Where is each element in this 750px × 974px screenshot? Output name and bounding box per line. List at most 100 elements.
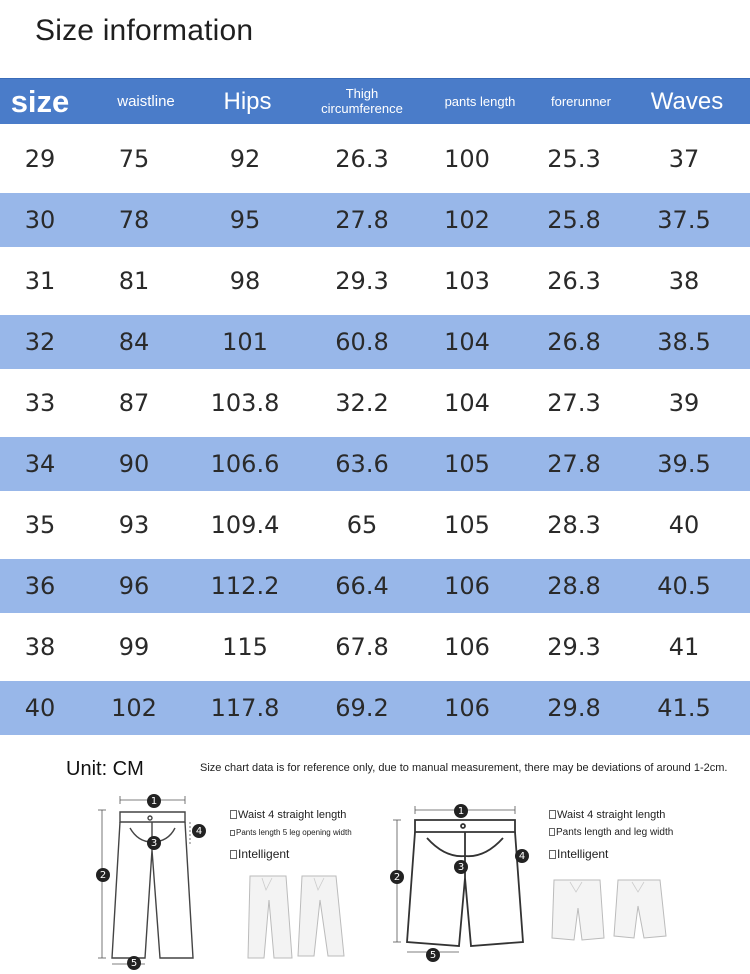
marker-4-icon: 4 — [192, 824, 206, 838]
waves-cell: 38.5 — [657, 328, 711, 356]
left-legend-waist: Waist 4 straight length — [230, 809, 346, 821]
thigh-cell: 63.6 — [335, 450, 389, 478]
waves-cell: 37.5 — [657, 206, 711, 234]
size-cell: 32 — [24, 328, 56, 356]
forerunner-cell: 29.8 — [547, 694, 601, 722]
table-row: 32 84 101 60.8 104 26.8 38.5 — [0, 315, 750, 369]
shorts-measurement-diagram: 1 2 3 4 5 — [385, 800, 535, 966]
checkbox-icon — [549, 828, 555, 836]
pants-length-cell: 105 — [444, 450, 490, 478]
right-legend-length: Pants length and leg width — [549, 827, 673, 838]
header-pants-length: pants length — [444, 93, 516, 109]
header-waistline: waistline — [117, 93, 175, 111]
waistline-cell: 75 — [118, 145, 150, 173]
waves-cell: 41 — [668, 633, 700, 661]
forerunner-cell: 28.8 — [547, 572, 601, 600]
header-hips: Hips — [223, 88, 272, 116]
pants-length-cell: 104 — [444, 389, 490, 417]
forerunner-cell: 26.3 — [547, 267, 601, 295]
marker-2-icon: 2 — [390, 870, 404, 884]
table-row: 29 75 92 26.3 100 25.3 37 — [0, 132, 750, 186]
waistline-cell: 87 — [118, 389, 150, 417]
size-table-header: size waistline Hips Thigh circumference … — [0, 78, 750, 124]
waistline-cell: 102 — [111, 694, 157, 722]
left-legend-length: Pants length 5 leg opening width — [230, 828, 352, 837]
forerunner-cell: 26.8 — [547, 328, 601, 356]
waistline-cell: 78 — [118, 206, 150, 234]
checkbox-icon — [230, 830, 235, 836]
waves-cell: 40 — [668, 511, 700, 539]
header-forerunner: forerunner — [551, 93, 611, 109]
trousers-measurement-diagram: 1 2 3 4 5 — [90, 790, 230, 974]
waves-cell: 37 — [668, 145, 700, 173]
size-cell: 29 — [24, 145, 56, 173]
hips-cell: 92 — [229, 145, 261, 173]
hips-cell: 117.8 — [210, 694, 280, 722]
waves-cell: 38 — [668, 267, 700, 295]
left-legend-intelligent: Intelligent — [230, 847, 289, 861]
trousers-thumbnail-icon — [247, 875, 345, 959]
size-cell: 36 — [24, 572, 56, 600]
forerunner-cell: 27.3 — [547, 389, 601, 417]
waistline-cell: 96 — [118, 572, 150, 600]
pants-length-cell: 103 — [444, 267, 490, 295]
shorts-outline-icon — [393, 806, 524, 953]
size-cell: 33 — [24, 389, 56, 417]
pants-length-cell: 100 — [444, 145, 490, 173]
waves-cell: 40.5 — [657, 572, 711, 600]
pants-length-cell: 102 — [444, 206, 490, 234]
size-cell: 35 — [24, 511, 56, 539]
pants-length-cell: 106 — [444, 633, 490, 661]
size-cell: 30 — [24, 206, 56, 234]
thigh-cell: 67.8 — [335, 633, 389, 661]
marker-1-icon: 1 — [147, 794, 161, 808]
hips-cell: 109.4 — [210, 511, 280, 539]
header-thigh: Thigh circumference — [321, 86, 403, 116]
marker-3-icon: 3 — [147, 836, 161, 850]
pants-length-cell: 105 — [444, 511, 490, 539]
hips-cell: 106.6 — [210, 450, 280, 478]
shorts-thumbnail-icon — [551, 879, 667, 941]
table-row: 36 96 112.2 66.4 106 28.8 40.5 — [0, 559, 750, 613]
unit-label: Unit: CM — [66, 758, 144, 780]
table-row: 34 90 106.6 63.6 105 27.8 39.5 — [0, 437, 750, 491]
thigh-cell: 27.8 — [335, 206, 389, 234]
page-title: Size information — [35, 14, 254, 47]
shorts-photo-thumbnails — [548, 874, 668, 946]
table-row: 38 99 115 67.8 106 29.3 41 — [0, 620, 750, 674]
checkbox-icon — [549, 810, 556, 819]
right-legend-intelligent: Intelligent — [549, 847, 608, 861]
checkbox-icon — [230, 850, 237, 859]
checkbox-icon — [549, 850, 556, 859]
table-row: 31 81 98 29.3 103 26.3 38 — [0, 254, 750, 308]
waistline-cell: 93 — [118, 511, 150, 539]
table-row: 33 87 103.8 32.2 104 27.3 39 — [0, 376, 750, 430]
thigh-cell: 60.8 — [335, 328, 389, 356]
thigh-cell: 29.3 — [335, 267, 389, 295]
waistline-cell: 99 — [118, 633, 150, 661]
trousers-outline-icon — [98, 796, 194, 965]
hips-cell: 103.8 — [210, 389, 280, 417]
size-cell: 40 — [24, 694, 56, 722]
size-cell: 38 — [24, 633, 56, 661]
marker-1-icon: 1 — [454, 804, 468, 818]
forerunner-cell: 25.3 — [547, 145, 601, 173]
forerunner-cell: 29.3 — [547, 633, 601, 661]
hips-cell: 115 — [222, 633, 268, 661]
size-cell: 34 — [24, 450, 56, 478]
waistline-cell: 81 — [118, 267, 150, 295]
marker-2-icon: 2 — [96, 868, 110, 882]
size-cell: 31 — [24, 267, 56, 295]
thigh-cell: 32.2 — [335, 389, 389, 417]
waistline-cell: 90 — [118, 450, 150, 478]
forerunner-cell: 25.8 — [547, 206, 601, 234]
marker-5-icon: 5 — [127, 956, 141, 970]
marker-4-icon: 4 — [515, 849, 529, 863]
waistline-cell: 84 — [118, 328, 150, 356]
thigh-cell: 69.2 — [335, 694, 389, 722]
waves-cell: 39 — [668, 389, 700, 417]
marker-3-icon: 3 — [454, 860, 468, 874]
forerunner-cell: 27.8 — [547, 450, 601, 478]
table-row: 35 93 109.4 65 105 28.3 40 — [0, 498, 750, 552]
waves-cell: 39.5 — [657, 450, 711, 478]
